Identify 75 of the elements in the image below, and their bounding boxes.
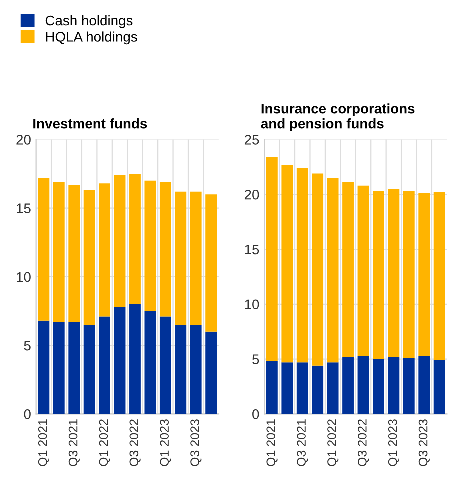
bar [38, 178, 50, 321]
bar [84, 324, 96, 414]
bar [190, 192, 202, 325]
bar [190, 324, 202, 414]
x-tick-label: Q1 2022 [328, 420, 339, 466]
bar [144, 180, 156, 312]
y-tick-label: 25 [244, 135, 260, 145]
bar [114, 175, 126, 308]
x-tick-label: Q3 2022 [358, 420, 370, 466]
bar [114, 307, 126, 414]
y-tick-label: 5 [252, 354, 260, 364]
bar [312, 174, 324, 366]
y-tick-label: 5 [24, 341, 31, 351]
bar [53, 182, 65, 322]
x-tick-label: Q1 2023 [388, 420, 400, 466]
bar [266, 157, 278, 362]
bar [282, 362, 294, 414]
bar [68, 322, 80, 414]
x-tick-label: Q3 2022 [130, 420, 141, 466]
bar [388, 357, 400, 414]
bar [130, 174, 141, 304]
bar [327, 362, 339, 414]
x-tick-label: Q1 2023 [160, 420, 172, 466]
x-tick-label: Q3 2023 [418, 420, 430, 466]
bar [327, 178, 339, 363]
bar [296, 362, 308, 414]
bar [342, 182, 354, 358]
bar [84, 190, 96, 325]
bar [53, 322, 65, 414]
x-tick-label: Q1 2021 [38, 420, 50, 466]
bar [388, 189, 400, 358]
bar [206, 332, 218, 414]
x-tick-label: Q3 2021 [297, 420, 308, 466]
bar [434, 360, 446, 414]
x-tick-label: Q1 2022 [99, 420, 110, 466]
bar [358, 356, 370, 414]
chart-title: Investment funds [34, 118, 148, 129]
bar [342, 357, 354, 414]
bar [418, 194, 430, 356]
bar [160, 182, 172, 317]
x-tick-label: Q1 2021 [266, 420, 278, 466]
y-tick-label: 10 [245, 300, 260, 310]
bar [99, 184, 111, 317]
bar [358, 186, 370, 356]
bar [296, 168, 308, 363]
bar [175, 192, 187, 325]
bar [403, 358, 415, 414]
bar [175, 324, 187, 414]
x-tick-label: Q3 2021 [68, 420, 80, 466]
bar [99, 316, 111, 414]
bar [373, 359, 384, 414]
y-tick-label: 0 [24, 410, 31, 420]
y-tick-label: 15 [245, 244, 260, 255]
y-tick-label: 0 [252, 410, 260, 420]
bar [38, 320, 50, 414]
legend-label: Cash holdings [46, 15, 133, 28]
bar [68, 185, 80, 322]
y-tick-label: 10 [17, 272, 31, 282]
x-tick-label: Q3 2023 [190, 420, 202, 466]
bar [373, 191, 384, 360]
bar [418, 356, 430, 414]
bar [206, 194, 218, 332]
legend-label: HQLA holdings [46, 32, 138, 45]
bar [312, 366, 324, 414]
bar [434, 192, 446, 360]
y-tick-label: 20 [244, 190, 260, 200]
bar [160, 316, 172, 414]
bar [282, 164, 294, 363]
y-tick-label: 15 [17, 204, 31, 214]
bar [130, 304, 141, 414]
bar [403, 191, 415, 358]
bar [266, 361, 278, 414]
bar [144, 311, 156, 414]
y-tick-label: 20 [16, 135, 31, 145]
chart-title: Insurance corporations and pension funds [261, 104, 415, 132]
